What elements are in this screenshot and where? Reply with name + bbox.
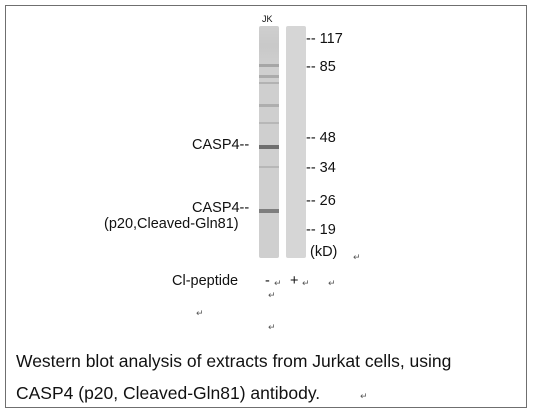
blot-band [259, 122, 279, 124]
return-mark: ↵ [328, 278, 336, 288]
caption-line-1: Western blot analysis of extracts from J… [16, 351, 452, 371]
blot-band-casp4 [259, 145, 279, 149]
return-mark: ↵ [353, 252, 361, 262]
return-mark: ↵ [268, 290, 276, 300]
blot-band [259, 104, 279, 107]
blot-lane-1 [259, 26, 279, 258]
peptide-label: Cl-peptide [172, 273, 239, 289]
peptide-lane2-sign: + [290, 273, 299, 289]
lane-label-jk: JK [262, 14, 273, 24]
return-mark: ↵ [302, 278, 310, 288]
blot-band-casp4-p20 [259, 209, 279, 213]
return-mark: ↵ [196, 308, 204, 318]
caption-line-2: CASP4 (p20, Cleaved-Gln81) antibody. [16, 383, 321, 403]
blot-band [259, 64, 279, 67]
band-label-casp4: CASP4-- [192, 137, 250, 153]
blot-lane-2 [286, 26, 306, 258]
return-mark: ↵ [274, 278, 282, 288]
mw-marker-19: -- 19 [306, 222, 336, 238]
blot-band [259, 75, 279, 78]
return-mark: ↵ [268, 322, 276, 332]
band-label-casp4-p20: CASP4-- [192, 200, 250, 216]
mw-unit: (kD) [310, 244, 338, 260]
figure-frame [5, 5, 527, 408]
mw-marker-85: -- 85 [306, 59, 336, 75]
return-mark: ↵ [360, 391, 368, 401]
mw-marker-26: -- 26 [306, 193, 336, 209]
mw-marker-48: -- 48 [306, 130, 336, 146]
peptide-lane1-sign: - [265, 273, 270, 289]
blot-band [259, 82, 279, 84]
mw-marker-117: -- 117 [306, 31, 343, 47]
mw-marker-34: -- 34 [306, 160, 336, 176]
blot-band [259, 166, 279, 168]
band-label-p20-sub: (p20,Cleaved-Gln81) [104, 216, 239, 232]
